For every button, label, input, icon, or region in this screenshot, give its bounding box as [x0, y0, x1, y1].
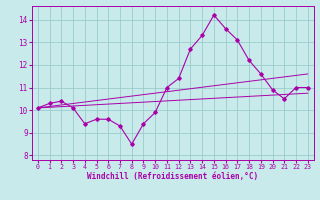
X-axis label: Windchill (Refroidissement éolien,°C): Windchill (Refroidissement éolien,°C): [87, 172, 258, 181]
